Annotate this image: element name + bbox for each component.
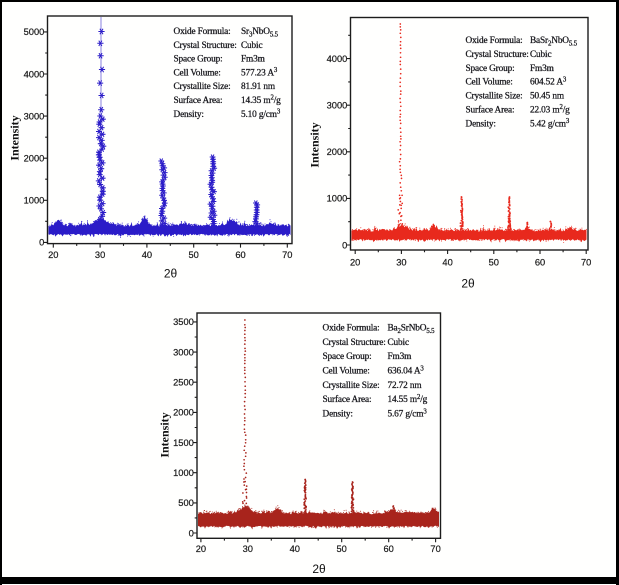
svg-text:Cubic: Cubic (530, 50, 551, 60)
svg-text:Crystal Structure:: Crystal Structure: (174, 41, 237, 51)
svg-text:50: 50 (337, 544, 347, 554)
svg-text:Cubic: Cubic (388, 338, 409, 348)
svg-text:BaSr2NbO5.5: BaSr2NbO5.5 (530, 36, 578, 47)
svg-text:Crystal Structure:: Crystal Structure: (323, 338, 386, 348)
svg-text:500: 500 (178, 498, 194, 508)
svg-text:0: 0 (189, 528, 194, 538)
svg-text:5.42 g/cm3: 5.42 g/cm3 (530, 118, 570, 129)
svg-text:Cell Volume:: Cell Volume: (323, 367, 370, 377)
svg-text:577.23 A3: 577.23 A3 (241, 67, 278, 78)
svg-text:14.55 m2/g: 14.55 m2/g (388, 394, 428, 405)
svg-text:30: 30 (243, 544, 253, 554)
svg-text:Surface Area:: Surface Area: (323, 394, 372, 405)
svg-text:Crystallite Size:: Crystallite Size: (466, 92, 523, 102)
svg-text:Oxide Formula:: Oxide Formula: (174, 27, 231, 37)
svg-text:Crystal Structure:: Crystal Structure: (466, 50, 529, 60)
svg-text:Intensity: Intensity (158, 412, 172, 457)
svg-text:Density:: Density: (323, 410, 353, 420)
svg-text:Fm3m: Fm3m (241, 55, 266, 65)
svg-text:4000: 4000 (24, 69, 45, 79)
svg-text:3000: 3000 (173, 347, 194, 357)
svg-text:70: 70 (282, 250, 292, 260)
svg-text:Fm3m: Fm3m (530, 64, 555, 74)
svg-text:Density:: Density: (174, 110, 204, 120)
svg-text:3500: 3500 (173, 317, 194, 327)
svg-text:60: 60 (384, 544, 394, 554)
svg-text:50: 50 (489, 257, 499, 267)
svg-text:40: 40 (442, 257, 452, 267)
svg-text:3000: 3000 (327, 101, 348, 111)
svg-text:1000: 1000 (327, 194, 348, 204)
svg-text:Space Group:: Space Group: (466, 64, 515, 74)
svg-text:Ba2SrNbO5.5: Ba2SrNbO5.5 (388, 324, 436, 335)
svg-text:Density:: Density: (466, 119, 496, 129)
svg-text:1000: 1000 (24, 196, 45, 206)
svg-text:2000: 2000 (173, 408, 194, 418)
svg-text:40: 40 (142, 250, 152, 260)
svg-text:Surface Area:: Surface Area: (174, 95, 223, 106)
svg-text:50.45 nm: 50.45 nm (530, 92, 565, 102)
svg-text:30: 30 (95, 250, 105, 260)
svg-text:5000: 5000 (24, 27, 45, 37)
svg-text:2500: 2500 (173, 378, 194, 388)
svg-text:Surface Area:: Surface Area: (466, 105, 515, 116)
svg-text:81.91 nm: 81.91 nm (241, 82, 276, 92)
svg-text:Fm3m: Fm3m (388, 352, 413, 362)
svg-text:Cubic: Cubic (241, 41, 262, 51)
svg-text:3000: 3000 (24, 111, 45, 121)
svg-text:70: 70 (581, 257, 591, 267)
svg-text:5.67 g/cm3: 5.67 g/cm3 (388, 408, 428, 419)
svg-text:Space Group:: Space Group: (323, 352, 372, 362)
svg-text:2000: 2000 (327, 147, 348, 157)
svg-text:2000: 2000 (24, 154, 45, 164)
svg-text:2θ: 2θ (461, 277, 475, 291)
svg-text:14.35 m2/g: 14.35 m2/g (241, 95, 281, 106)
svg-text:20: 20 (350, 257, 360, 267)
svg-text:Crystallite Size:: Crystallite Size: (174, 82, 231, 92)
svg-text:30: 30 (396, 257, 406, 267)
svg-text:Intensity: Intensity (308, 122, 322, 167)
svg-text:2θ: 2θ (164, 267, 178, 281)
svg-text:20: 20 (48, 250, 58, 260)
svg-text:0: 0 (342, 240, 347, 250)
svg-text:72.72 nm: 72.72 nm (388, 381, 423, 391)
svg-text:604.52 A3: 604.52 A3 (530, 76, 567, 87)
svg-text:22.03 m2/g: 22.03 m2/g (530, 104, 570, 115)
svg-text:5.10 g/cm3: 5.10 g/cm3 (241, 109, 281, 120)
svg-text:Cell Volume:: Cell Volume: (466, 78, 513, 88)
svg-text:50: 50 (189, 250, 199, 260)
svg-text:Intensity: Intensity (8, 115, 22, 160)
svg-text:Space Group:: Space Group: (174, 55, 223, 65)
svg-text:Cell Volume:: Cell Volume: (174, 68, 221, 78)
svg-text:636.04 A3: 636.04 A3 (388, 365, 425, 376)
svg-text:70: 70 (430, 544, 440, 554)
svg-text:4000: 4000 (327, 54, 348, 64)
svg-text:Crystallite Size:: Crystallite Size: (323, 381, 380, 391)
svg-text:20: 20 (196, 544, 206, 554)
svg-text:1000: 1000 (173, 468, 194, 478)
svg-text:Oxide Formula:: Oxide Formula: (466, 36, 523, 46)
svg-text:60: 60 (535, 257, 545, 267)
svg-text:60: 60 (235, 250, 245, 260)
svg-text:0: 0 (39, 238, 44, 248)
svg-text:1500: 1500 (173, 438, 194, 448)
svg-text:2θ: 2θ (312, 562, 326, 576)
svg-text:40: 40 (290, 544, 300, 554)
svg-text:Oxide Formula:: Oxide Formula: (323, 324, 380, 334)
svg-text:Sr3NbO5.5: Sr3NbO5.5 (241, 27, 279, 38)
